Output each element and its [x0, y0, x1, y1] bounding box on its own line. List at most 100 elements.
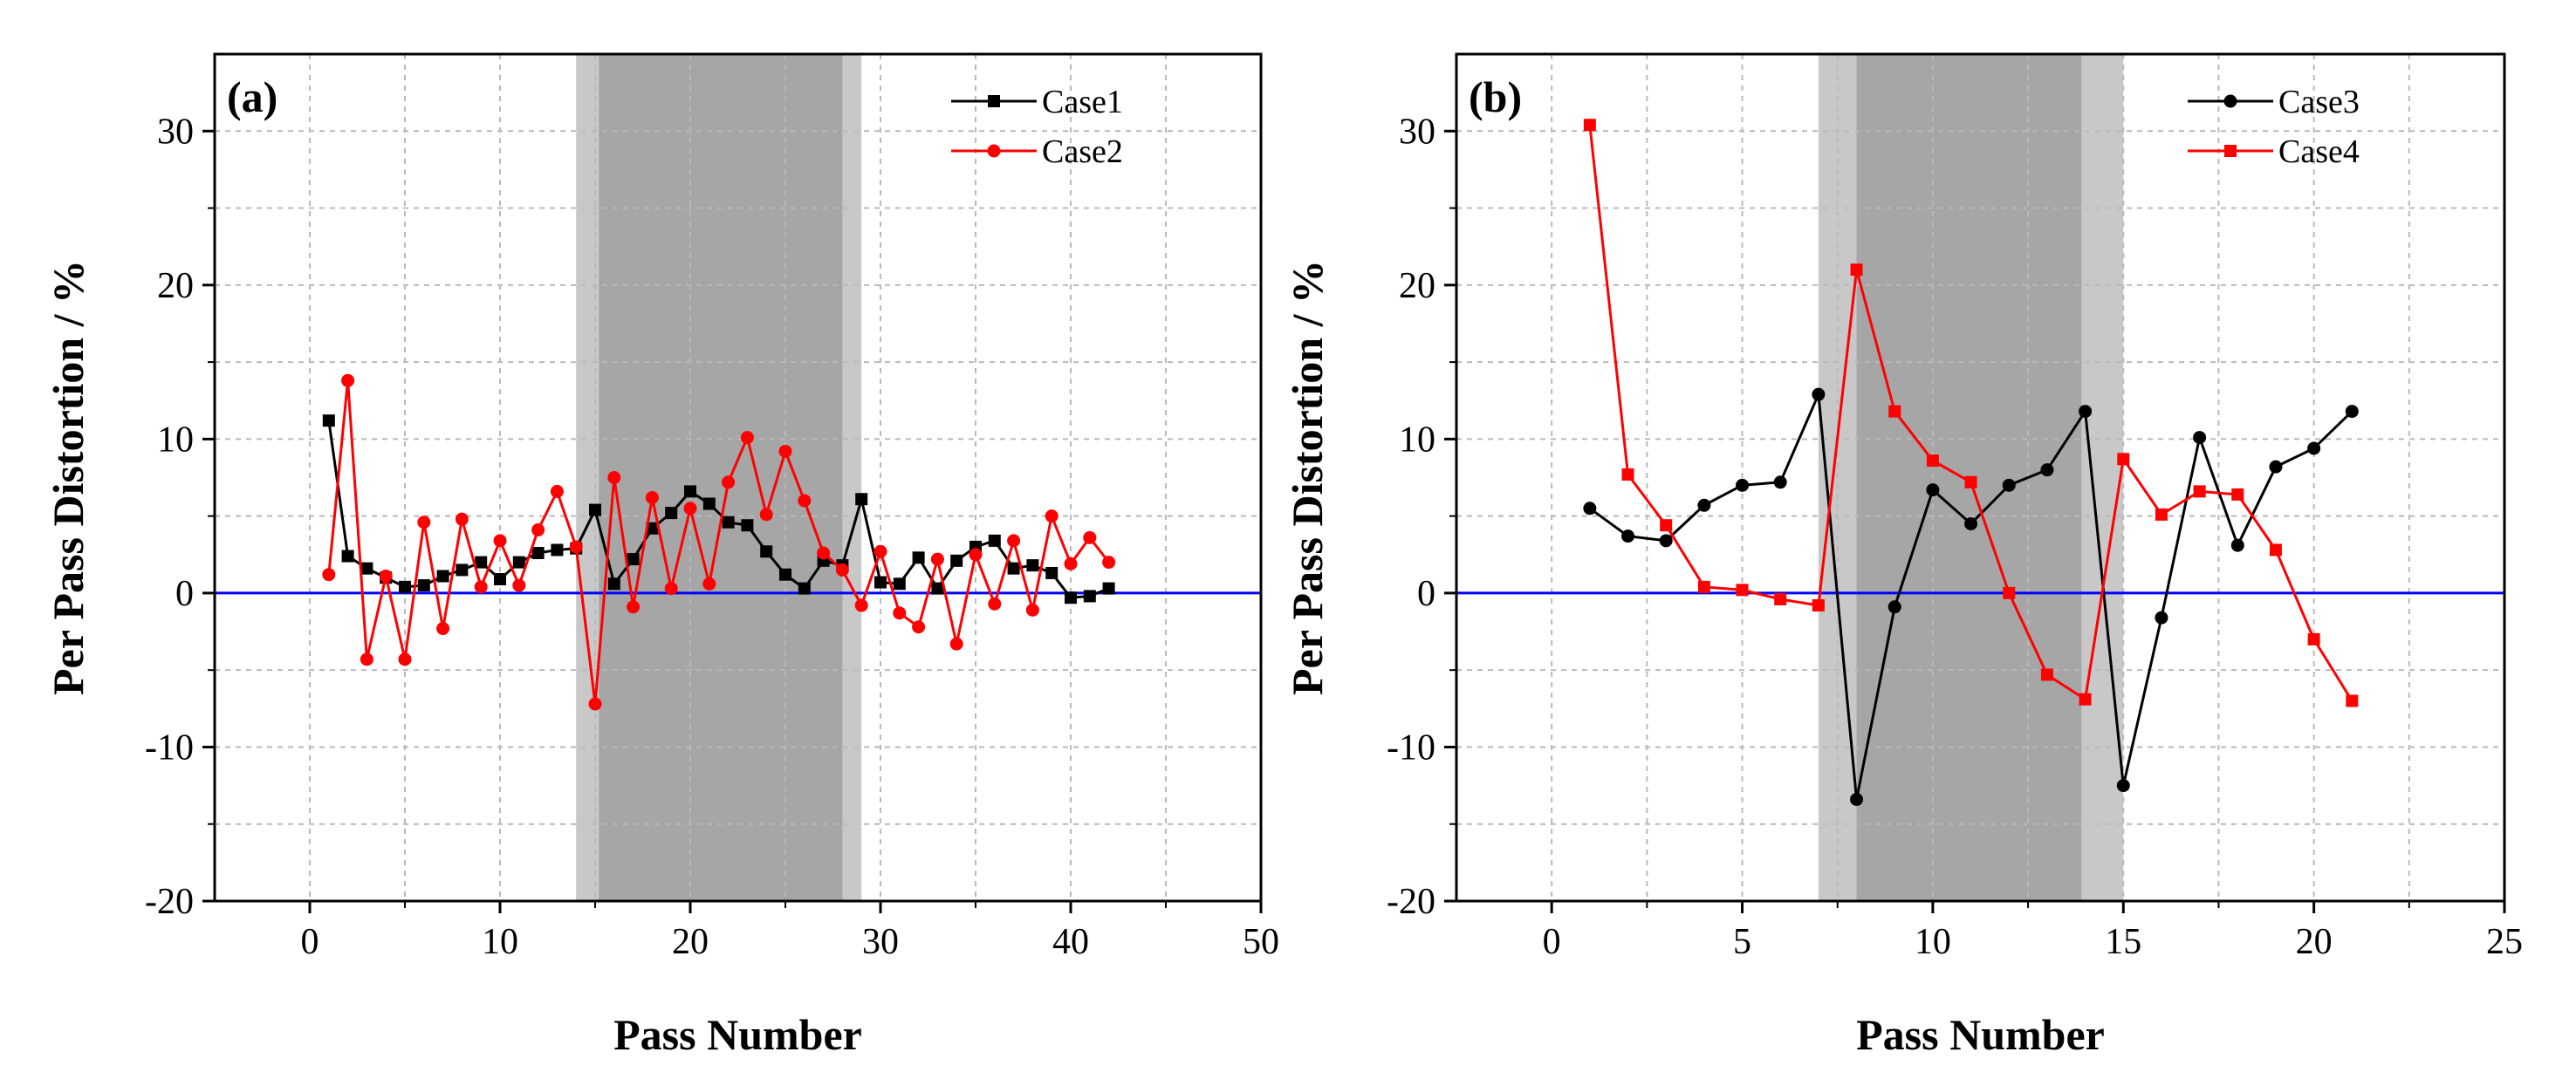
y-tick-label: 10: [1399, 420, 1435, 460]
data-point: [1065, 591, 1077, 604]
data-point: [1102, 582, 1115, 595]
data-point: [1926, 483, 1940, 497]
data-point: [874, 576, 887, 589]
shaded-region: [599, 54, 843, 901]
x-tick-label: 10: [1915, 922, 1951, 962]
data-point: [2307, 632, 2320, 645]
data-point: [1887, 600, 1901, 614]
data-point: [1774, 592, 1787, 605]
plot-frame: [1455, 52, 2506, 903]
y-tick-label: 0: [175, 574, 194, 614]
data-point: [1026, 559, 1039, 572]
data-point: [2003, 586, 2016, 599]
data-point: [1583, 502, 1597, 516]
data-point: [1659, 534, 1673, 548]
data-point: [988, 534, 1001, 547]
x-tick-label: 50: [1243, 922, 1279, 962]
data-point: [702, 577, 716, 591]
x-tick-label: 0: [301, 922, 319, 962]
panel-label: (b): [1469, 72, 1522, 121]
data-point: [646, 522, 659, 535]
data-point: [2230, 538, 2244, 552]
data-point: [912, 551, 925, 564]
data-point: [665, 507, 678, 520]
data-point: [2040, 463, 2054, 477]
data-point: [627, 600, 641, 614]
data-point: [931, 582, 944, 595]
data-point: [1736, 478, 1750, 492]
data-point: [2040, 668, 2053, 681]
y-tick-label: 30: [157, 112, 194, 152]
legend-item-case3: Case3: [2188, 84, 2360, 120]
data-point: [854, 598, 868, 612]
panel-a: 0 10 20 30 40 50 -20 -10 0 10 20 30 Pass Number Per P…: [44, 52, 1279, 1059]
data-point: [2345, 405, 2359, 419]
data-point: [341, 373, 355, 387]
data-point: [855, 493, 868, 506]
data-point: [360, 652, 373, 666]
x-tick-label: 5: [1733, 922, 1751, 962]
data-point: [722, 516, 735, 529]
data-point: [759, 508, 773, 522]
data-point: [589, 503, 601, 516]
y-tick-label: -20: [145, 882, 194, 922]
data-point: [1812, 387, 1826, 401]
data-point: [1102, 556, 1116, 570]
data-point: [531, 523, 545, 537]
data-point: [341, 550, 354, 563]
data-point: [893, 606, 907, 620]
y-axis-title: Per Pass Distortion / %: [44, 260, 92, 695]
data-point: [817, 546, 831, 560]
data-point: [798, 582, 811, 595]
data-point: [779, 568, 791, 581]
data-point: [2307, 441, 2321, 455]
data-point: [1045, 566, 1058, 579]
data-point: [874, 544, 887, 558]
data-point: [1007, 534, 1021, 548]
panel-label: (a): [227, 72, 277, 121]
data-point: [436, 622, 450, 636]
y-tick-label: 20: [1399, 266, 1435, 306]
data-point: [1850, 263, 1863, 277]
data-point: [456, 563, 469, 577]
data-point: [798, 494, 812, 508]
legend-label: Case4: [2278, 133, 2360, 170]
data-point: [379, 569, 393, 583]
data-point: [2269, 543, 2282, 557]
y-axis-title: Per Pass Distortion / %: [1283, 260, 1332, 695]
data-point: [2155, 611, 2168, 625]
x-tick-label: 30: [862, 922, 899, 962]
data-point: [930, 552, 944, 566]
data-point: [1964, 475, 1977, 488]
data-point: [1621, 468, 1634, 481]
y-tick-label: -10: [145, 727, 194, 768]
x-axis-title: Pass Number: [1856, 1010, 2105, 1059]
data-point: [417, 579, 430, 592]
data-point: [2116, 779, 2130, 793]
data-point: [455, 512, 469, 526]
data-point: [988, 597, 1002, 611]
data-point: [360, 562, 373, 575]
data-point: [741, 519, 754, 532]
data-point: [1736, 584, 1749, 597]
series-case2: [322, 373, 1116, 711]
legend-item-case2: Case2: [951, 133, 1123, 170]
legend-label: Case3: [2278, 84, 2360, 120]
legend-item-case1: Case1: [951, 84, 1123, 120]
data-point: [664, 582, 678, 596]
x-tick-label: 25: [2486, 922, 2523, 962]
y-tick-label: 10: [157, 420, 194, 460]
data-point: [588, 697, 602, 711]
data-point: [1773, 475, 1787, 489]
x-tick-label: 0: [1543, 922, 1561, 962]
data-point: [684, 485, 696, 498]
data-point: [1583, 119, 1596, 132]
data-point: [2002, 478, 2016, 492]
y-tick-label: -10: [1387, 727, 1435, 768]
data-point: [969, 548, 983, 562]
data-point: [551, 543, 564, 557]
data-point: [1926, 454, 1939, 468]
x-tick-label: 20: [672, 922, 709, 962]
data-point: [2117, 453, 2130, 466]
data-point: [2193, 431, 2207, 445]
